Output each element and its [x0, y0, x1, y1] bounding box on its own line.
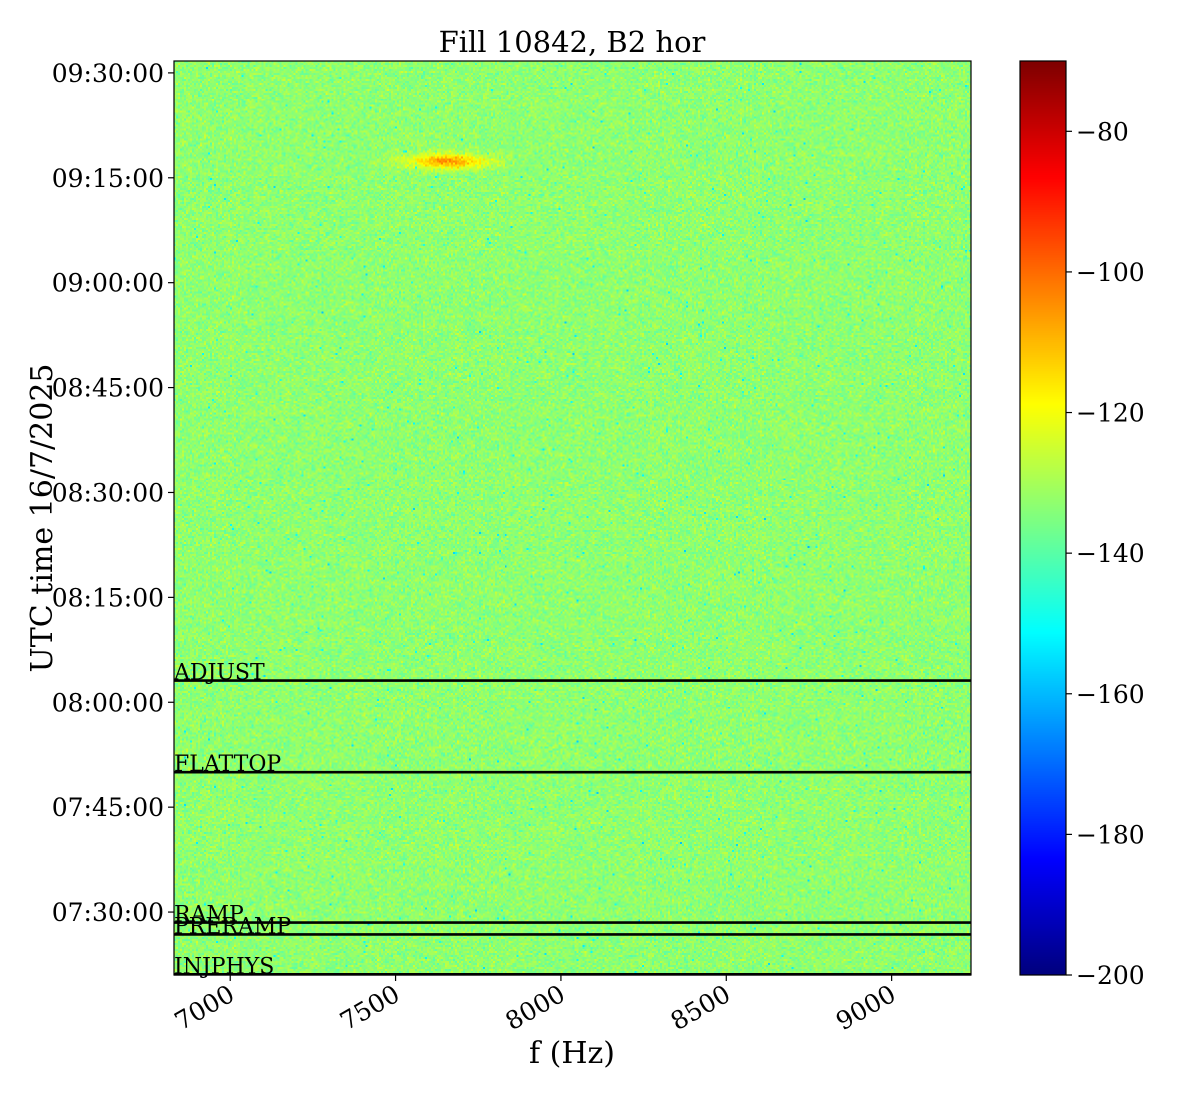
x-tick-label: 7500	[335, 979, 405, 1036]
x-tick-label: 8000	[500, 979, 570, 1036]
x-tick-label: 7000	[170, 979, 240, 1036]
colorbar-gradient	[1020, 61, 1066, 975]
colorbar-tick-label: −180	[1076, 820, 1145, 849]
spectrogram-heatmap	[174, 61, 971, 975]
y-tick-label: 07:30:00	[52, 898, 164, 927]
x-axis-label: f (Hz)	[529, 1036, 615, 1071]
y-axis-label: UTC time 16/7/2025	[25, 364, 60, 673]
y-tick-label: 09:15:00	[52, 164, 164, 193]
colorbar-tick-label: −200	[1076, 961, 1145, 990]
colorbar-tick-label: −140	[1076, 539, 1145, 568]
colorbar-tick-label: −160	[1076, 680, 1145, 709]
y-tick-label: 09:00:00	[52, 269, 164, 298]
y-tick-label: 09:30:00	[52, 59, 164, 88]
beam-mode-label: FLATTOP	[174, 752, 281, 777]
x-axis-ticks: 7000 7500 8000 8500 9000	[170, 975, 901, 1036]
x-tick-label: 8500	[666, 979, 736, 1036]
plot-frame	[173, 60, 972, 976]
x-tick-label: 9000	[831, 979, 901, 1036]
y-tick-label: 08:15:00	[52, 583, 164, 612]
y-tick-label: 07:45:00	[52, 793, 164, 822]
y-tick-label: 08:45:00	[52, 374, 164, 403]
colorbar-tick-label: −100	[1076, 258, 1145, 287]
colorbar-tick-label: −80	[1076, 117, 1129, 146]
y-tick-label: 08:30:00	[52, 478, 164, 507]
colorbar-ticks: −80 −100 −120 −140 −160 −180 −200	[1066, 117, 1145, 990]
beam-mode-label: PRERAMP	[174, 914, 291, 939]
colorbar-tick-label: −120	[1076, 399, 1145, 428]
chart-title: Fill 10842, B2 hor	[439, 25, 706, 59]
beam-mode-label: ADJUST	[173, 661, 265, 686]
y-axis-ticks: 07:30:00 07:45:00 08:00:00 08:15:00 08:30:00…	[52, 59, 174, 927]
y-tick-label: 08:00:00	[52, 688, 164, 717]
beam-mode-label: RAMP	[174, 903, 244, 928]
colorbar-frame	[1019, 60, 1067, 976]
